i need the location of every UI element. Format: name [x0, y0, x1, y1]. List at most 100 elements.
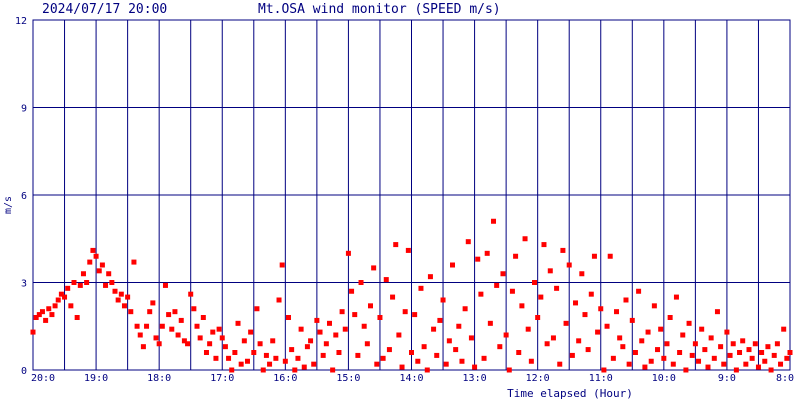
data-point: [670, 361, 676, 367]
data-point: [409, 350, 414, 355]
data-point: [185, 341, 191, 347]
data-point: [465, 239, 471, 245]
data-point: [62, 294, 68, 300]
data-point: [547, 268, 553, 274]
data-point: [232, 350, 238, 355]
data-point: [680, 332, 686, 338]
data-point: [591, 253, 597, 259]
data-point: [361, 323, 367, 329]
data-point: [737, 350, 743, 355]
data-point: [642, 364, 648, 370]
data-point: [175, 332, 181, 338]
data-point: [84, 280, 90, 285]
data-point: [156, 341, 162, 347]
data-point: [254, 306, 260, 312]
x-tick-label: 14:0: [399, 373, 423, 384]
data-point: [658, 326, 664, 332]
data-point: [632, 350, 638, 355]
data-point: [371, 265, 377, 271]
data-point: [661, 355, 667, 361]
data-point: [730, 341, 736, 347]
data-point: [604, 323, 610, 329]
data-point: [771, 352, 777, 358]
data-point: [765, 344, 771, 350]
data-point: [415, 358, 421, 364]
data-point: [273, 355, 279, 361]
data-point: [588, 291, 594, 297]
x-tick-labels: 20:0 19:0 18:0 17:0 16:0 15:0 14:0 13:0 12:0 11:0…: [31, 373, 794, 384]
data-point: [450, 262, 456, 268]
data-point: [295, 355, 301, 361]
y-tick-label: 3: [21, 279, 27, 290]
data-point: [752, 341, 758, 347]
data-point: [708, 335, 714, 341]
data-point: [456, 323, 462, 329]
data-point: [651, 303, 657, 309]
x-tick-label: 13:0: [463, 373, 487, 384]
data-point: [541, 242, 547, 248]
data-point: [639, 338, 645, 344]
data-point: [740, 338, 746, 344]
data-point: [525, 326, 531, 332]
data-point: [333, 332, 339, 338]
data-point: [336, 350, 342, 355]
data-point: [667, 315, 673, 320]
data-point: [440, 297, 446, 303]
x-tick-label: 19:0: [84, 373, 108, 384]
data-point: [80, 271, 86, 277]
data-point: [768, 367, 774, 373]
data-point: [503, 332, 509, 338]
data-point: [626, 361, 632, 367]
data-point: [491, 218, 497, 224]
data-point: [724, 329, 730, 335]
data-point: [112, 288, 118, 294]
data-point: [298, 326, 304, 332]
data-point: [478, 291, 484, 297]
data-point: [528, 358, 534, 364]
data-point: [648, 358, 654, 364]
data-point: [304, 344, 310, 350]
data-point: [711, 355, 717, 361]
data-point: [434, 352, 440, 358]
data-point: [191, 306, 197, 312]
data-point: [544, 341, 550, 347]
data-point: [289, 347, 295, 353]
data-point: [453, 347, 459, 353]
data-point: [412, 312, 418, 318]
data-point: [645, 329, 651, 335]
data-point: [487, 320, 493, 326]
data-point: [358, 280, 364, 285]
data-point: [317, 329, 323, 335]
data-point: [147, 309, 153, 315]
y-tick-label: 6: [21, 191, 27, 202]
data-point: [655, 347, 661, 353]
data-point: [128, 309, 134, 315]
data-point: [355, 352, 361, 358]
data-point: [181, 338, 187, 344]
data-point: [405, 247, 411, 253]
data-point: [677, 350, 683, 355]
data-point: [326, 320, 332, 326]
data-point: [595, 329, 601, 335]
data-point: [538, 294, 544, 300]
data-point: [437, 317, 443, 323]
data-point: [386, 347, 392, 353]
data-point: [323, 341, 329, 347]
data-point: [96, 268, 102, 274]
data-point: [696, 358, 702, 364]
data-point: [276, 297, 282, 303]
data-point: [787, 350, 793, 355]
x-tick-label: 20:0: [31, 373, 55, 384]
data-point: [260, 367, 266, 373]
data-point: [166, 312, 172, 318]
data-point: [418, 285, 424, 291]
x-tick-label: 15:0: [336, 373, 360, 384]
data-point: [390, 294, 396, 300]
data-point: [755, 364, 761, 370]
data-point: [733, 367, 739, 373]
data-point: [468, 335, 474, 341]
data-point: [519, 303, 525, 309]
data-point: [402, 309, 408, 315]
data-point: [484, 250, 490, 256]
data-point: [39, 309, 45, 315]
